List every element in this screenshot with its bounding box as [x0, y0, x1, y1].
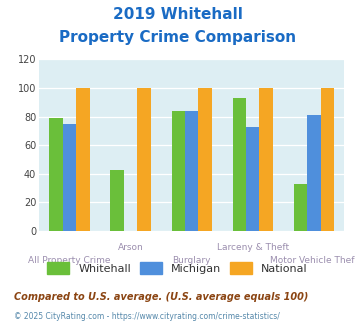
Text: © 2025 CityRating.com - https://www.cityrating.com/crime-statistics/: © 2025 CityRating.com - https://www.city…	[14, 312, 280, 321]
Bar	[260, 88, 273, 231]
Text: Motor Vehicle Theft: Motor Vehicle Theft	[270, 256, 355, 265]
Bar	[49, 118, 63, 231]
Bar	[110, 170, 124, 231]
Legend: Whitehall, Michigan, National: Whitehall, Michigan, National	[43, 258, 312, 278]
Text: 2019 Whitehall: 2019 Whitehall	[113, 7, 242, 21]
Bar	[171, 111, 185, 231]
Bar	[321, 88, 334, 231]
Bar	[185, 111, 198, 231]
Bar	[294, 184, 307, 231]
Text: Larceny & Theft: Larceny & Theft	[217, 243, 289, 251]
Text: Property Crime Comparison: Property Crime Comparison	[59, 30, 296, 45]
Bar	[246, 127, 260, 231]
Bar	[76, 88, 90, 231]
Bar	[137, 88, 151, 231]
Bar	[307, 115, 321, 231]
Text: Arson: Arson	[118, 243, 143, 251]
Text: All Property Crime: All Property Crime	[28, 256, 111, 265]
Text: Burglary: Burglary	[173, 256, 211, 265]
Text: Compared to U.S. average. (U.S. average equals 100): Compared to U.S. average. (U.S. average …	[14, 292, 308, 302]
Bar	[63, 124, 76, 231]
Bar	[233, 98, 246, 231]
Bar	[198, 88, 212, 231]
